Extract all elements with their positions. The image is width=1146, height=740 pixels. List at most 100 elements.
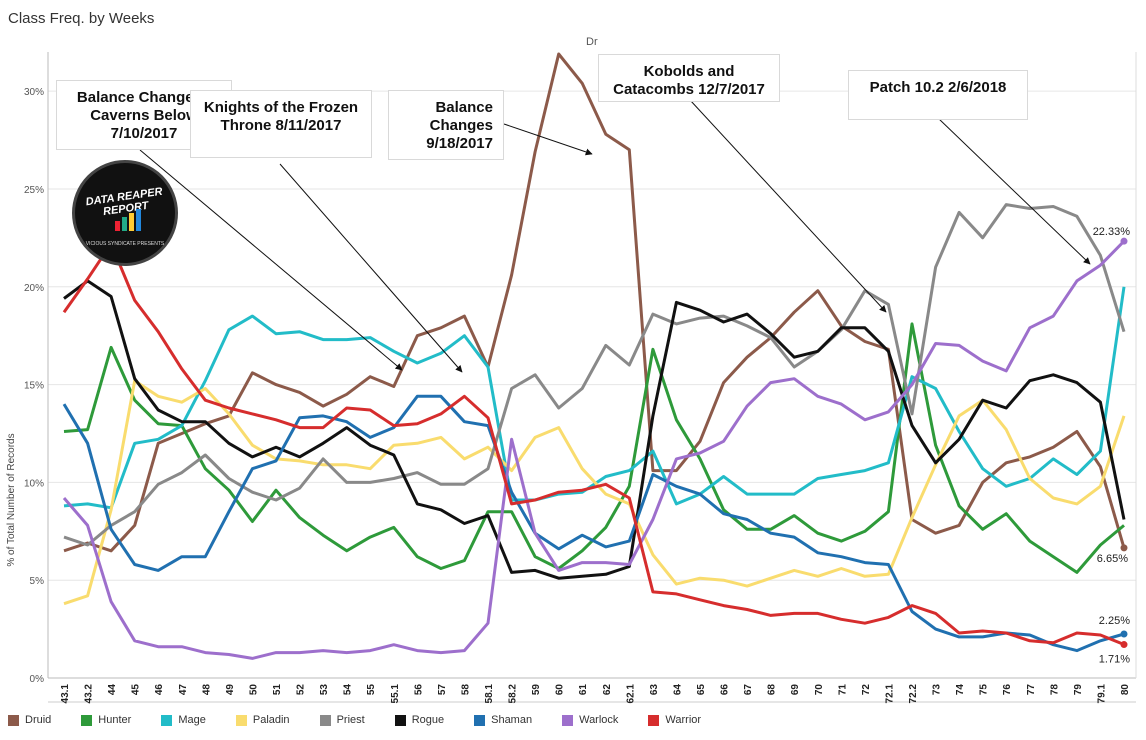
x-tick-label: 75 [979,684,990,696]
legend-label: Mage [178,714,206,726]
legend-swatch [8,714,19,726]
x-tick-label: 58.1 [484,684,495,704]
x-tick-label: 72 [861,684,872,696]
series-line-mage [63,286,1126,510]
end-label: 1.71% [1099,654,1130,666]
x-tick-label: 79.1 [1096,684,1107,704]
x-tick-label: 43.1 [60,684,71,704]
y-tick-label: 30% [24,87,44,98]
x-tick-label: 79 [1073,684,1084,696]
legend-label: Warrior [665,714,702,726]
x-tick-label: 52 [296,684,307,696]
x-tick-label: 53 [319,684,330,696]
x-tick-label: 64 [672,684,683,696]
x-tick-label: 71 [837,684,848,696]
legend-item-priest: Priest [319,714,365,726]
legend-swatch [235,714,247,726]
end-point-druid [1120,544,1128,552]
data-reaper-logo: DATA REAPER REPORT VICIOUS SYNDICATE PRE… [72,160,178,266]
series-lines [62,52,1126,660]
series-line-priest [63,203,1126,547]
legend-swatch [81,714,93,726]
x-tick-label: 50 [248,684,259,696]
x-tick-label: 55.1 [390,684,401,704]
x-tick-label: 56 [413,684,424,696]
x-tick-label: 78 [1049,684,1060,696]
annotation-arrow [139,149,403,371]
legend-label: Druid [25,714,52,726]
legend-item-paladin: Paladin [235,714,290,726]
logo-subtext: VICIOUS SYNDICATE PRESENTS [85,241,165,247]
x-tick-label: 44 [107,684,118,696]
x-tick-label: 58 [460,684,471,696]
end-label: 22.33% [1093,226,1131,238]
x-tick-labels: 43.1 43.2 44 45 46 47 48 49 50 51 52 53 54 55 55.1 56 57… [60,684,1131,704]
legend-swatch [394,714,406,726]
x-tick-label: 46 [154,684,165,696]
logo-bars-icon [115,209,143,231]
x-tick-label: 54 [343,684,354,696]
legend-item-warlock: Warlock [562,714,618,726]
series-line-hunter [63,322,1125,574]
legend-item-druid: Druid [8,714,51,726]
series-line-druid [63,52,1126,553]
end-labels: 22.33% 6.65% 2.25% 1.71% [1093,226,1131,665]
x-tick-label: 66 [720,684,731,696]
x-tick-label: 63 [649,684,660,696]
end-point-shaman [1120,630,1128,638]
annotation-arrows [139,99,1091,373]
x-tick-label: 65 [696,684,707,696]
x-tick-label: 62 [602,684,613,696]
end-label: 6.65% [1097,553,1128,565]
series-line-warlock [62,240,1126,660]
x-tick-label: 60 [555,684,566,696]
legend-label: Paladin [252,714,290,726]
annotation-arrow [689,99,887,313]
legend-item-hunter: Hunter [81,714,131,726]
y-tick-label: 0% [30,674,45,685]
x-tick-label: 43.2 [84,684,95,704]
x-tick-label: 68 [767,684,778,696]
chart-title: Class Freq. by Weeks [8,10,155,27]
x-tick-label: 48 [201,684,212,696]
x-tick-label: 45 [131,684,142,696]
legend-label: Warlock [579,714,619,726]
x-tick-label: 72.1 [884,684,895,704]
x-tick-label: 80 [1120,684,1131,696]
y-tick-labels: 0% 5% 10% 15% 20% 25% 30% [24,87,44,685]
y-tick-label: 20% [24,283,44,294]
x-tick-label: 49 [225,684,236,696]
annotation-kobolds: Kobolds and Catacombs 12/7/2017 [598,54,780,102]
end-label: 2.25% [1099,615,1130,627]
legend: Druid Hunter Mage Paladin Priest Rogue Shaman W… [8,714,731,729]
y-axis-label: % of Total Number of Records [6,433,17,566]
x-tick-label: 73 [932,684,943,696]
column-header: Dr [586,36,598,48]
x-tick-label: 67 [743,684,754,696]
x-tick-label: 57 [437,684,448,696]
y-tick-label: 15% [24,381,44,392]
y-tick-label: 5% [30,576,45,587]
legend-label: Rogue [411,714,445,726]
legend-swatch [319,714,331,726]
legend-label: Hunter [98,714,132,726]
legend-swatch [161,714,173,726]
legend-item-rogue: Rogue [394,714,445,726]
series-line-warrior [62,242,1125,646]
annotation-frozen-throne: Knights of the Frozen Throne 8/11/2017 [190,90,372,158]
x-tick-label: 47 [178,684,189,696]
series-line-rogue [63,279,1126,580]
x-tick-label: 70 [814,684,825,696]
series-line-paladin [63,379,1126,606]
x-tick-label: 74 [955,684,966,696]
axes [47,52,1137,703]
legend-item-shaman: Shaman [474,714,532,726]
annotation-arrow [503,123,593,156]
x-tick-label: 58.2 [508,684,519,704]
annotation-patch: Patch 10.2 2/6/2018 [848,70,1028,120]
y-tick-label: 25% [24,185,44,196]
legend-item-mage: Mage [161,714,206,726]
series-line-shaman [62,394,1125,653]
x-tick-label: 61 [578,684,589,696]
